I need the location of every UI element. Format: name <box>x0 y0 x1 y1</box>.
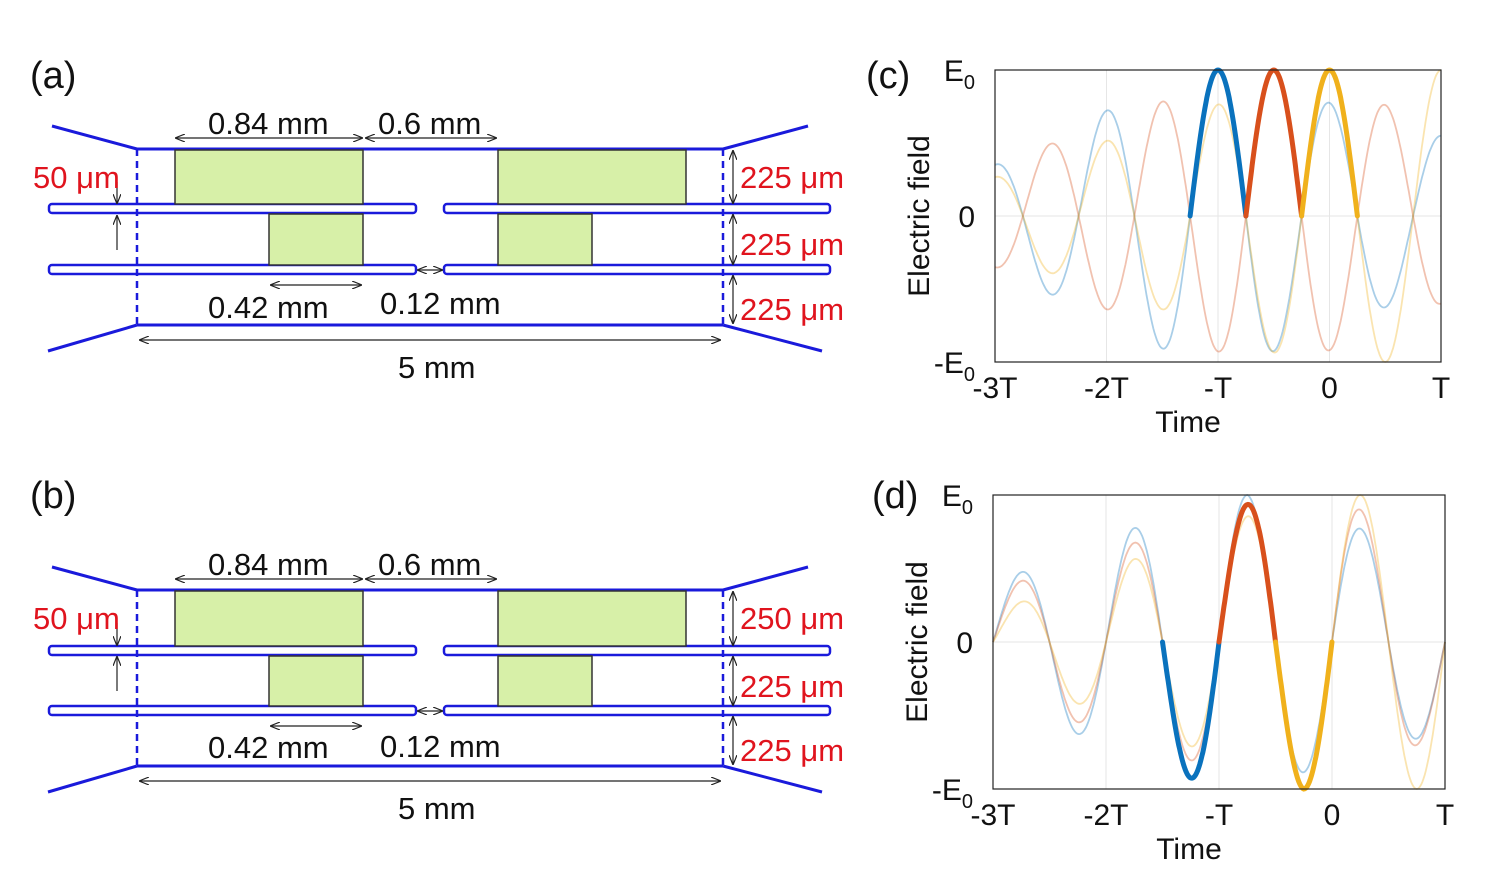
electrodes-a <box>174 149 687 266</box>
electrode-b-bot-left <box>268 655 364 707</box>
series-yellow-highlight <box>1273 639 1335 792</box>
dim-a-length: 5 mm <box>398 350 476 385</box>
y-tick-label: 0 <box>958 201 975 234</box>
x-tick-label: -T <box>1204 372 1232 405</box>
channel-outline-b <box>47 565 823 794</box>
electrode-b-top-right <box>497 590 687 647</box>
dim-b-bottom-left: 0.42 mm <box>208 730 329 765</box>
dashed-boundaries-b <box>135 590 725 766</box>
dim-a-bottom-left: 0.42 mm <box>208 290 329 325</box>
series-blue-highlight <box>1160 639 1222 781</box>
y-axis-label: Electric field <box>903 135 936 297</box>
dim-b-thickness: 50 μm <box>33 601 120 636</box>
y-tick-label: E0 <box>944 55 975 94</box>
x-tick-label: -3T <box>971 799 1016 832</box>
panel-c-label: (c) <box>866 55 910 97</box>
electrode-a-top-left <box>174 149 364 205</box>
dim-b-top-left: 0.84 mm <box>208 547 329 582</box>
panel-d: (d) -3T -2T -T 0 T -E0 0 E0 Time Electric field <box>872 475 1454 866</box>
electrode-a-top-right <box>497 149 687 205</box>
panel-d-label: (d) <box>872 475 918 517</box>
panel-a-label: (a) <box>30 55 76 97</box>
dim-a-thickness: 50 μm <box>33 160 120 195</box>
x-tick-label: T <box>1436 799 1454 832</box>
electrodes-b <box>174 590 687 707</box>
dim-b-height-mid: 225 μm <box>740 669 844 704</box>
dimension-arrows-a <box>117 138 733 340</box>
panel-b-label: (b) <box>30 475 76 517</box>
dim-a-top-left: 0.84 mm <box>208 106 329 141</box>
walls-a <box>47 202 832 276</box>
x-tick-label: -T <box>1205 799 1233 832</box>
y-tick-label: 0 <box>956 627 973 660</box>
series-yellow-line <box>994 69 1442 363</box>
dimension-arrows-b <box>117 579 733 781</box>
dim-a-height-top: 225 μm <box>740 160 844 195</box>
axes-frame <box>994 69 1442 363</box>
electrode-a-bot-left <box>268 213 364 266</box>
dim-a-top-gap: 0.6 mm <box>378 106 481 141</box>
panel-c: (c) -3T -2T -T 0 T -E0 0 E0 Time Electric field <box>866 55 1450 439</box>
electrode-b-bot-right <box>497 655 593 707</box>
y-tick-label: -E0 <box>932 774 973 813</box>
y-tick-label: -E0 <box>934 347 975 386</box>
series-red-highlight <box>1216 501 1278 645</box>
x-tick-label: -3T <box>973 372 1018 405</box>
dim-b-height-top: 250 μm <box>740 601 844 636</box>
channel-outline-a <box>47 124 823 353</box>
dim-a-height-mid: 225 μm <box>740 227 844 262</box>
panel-a: (a) <box>30 55 844 385</box>
dim-b-length: 5 mm <box>398 791 476 826</box>
y-axis-label: Electric field <box>901 561 934 723</box>
panel-b: (b) <box>30 475 844 826</box>
electrode-b-top-left <box>174 590 364 647</box>
axes-frame <box>992 494 1446 790</box>
dim-b-height-bot: 225 μm <box>740 733 844 768</box>
x-axis-label: Time <box>1156 833 1222 866</box>
series-red-line <box>994 69 1442 353</box>
dim-b-top-gap: 0.6 mm <box>378 547 481 582</box>
x-tick-label: T <box>1432 372 1450 405</box>
x-tick-label: -2T <box>1084 372 1129 405</box>
dim-a-bottom-gap: 0.12 mm <box>380 286 501 321</box>
x-axis-label: Time <box>1155 406 1221 439</box>
dashed-boundaries-a <box>135 149 725 325</box>
walls-b <box>47 644 832 717</box>
x-tick-label: -2T <box>1084 799 1129 832</box>
dim-b-bottom-gap: 0.12 mm <box>380 729 501 764</box>
chart-c: -3T -2T -T 0 T -E0 0 E0 Time Electric field <box>903 55 1450 439</box>
dim-a-height-bot: 225 μm <box>740 292 844 327</box>
y-tick-label: E0 <box>942 480 973 519</box>
electrode-a-bot-right <box>497 213 593 266</box>
chart-d: -3T -2T -T 0 T -E0 0 E0 Time Electric field <box>901 480 1454 866</box>
series-red-highlight <box>1243 67 1305 219</box>
x-tick-label: 0 <box>1324 799 1341 832</box>
x-tick-label: 0 <box>1321 372 1338 405</box>
